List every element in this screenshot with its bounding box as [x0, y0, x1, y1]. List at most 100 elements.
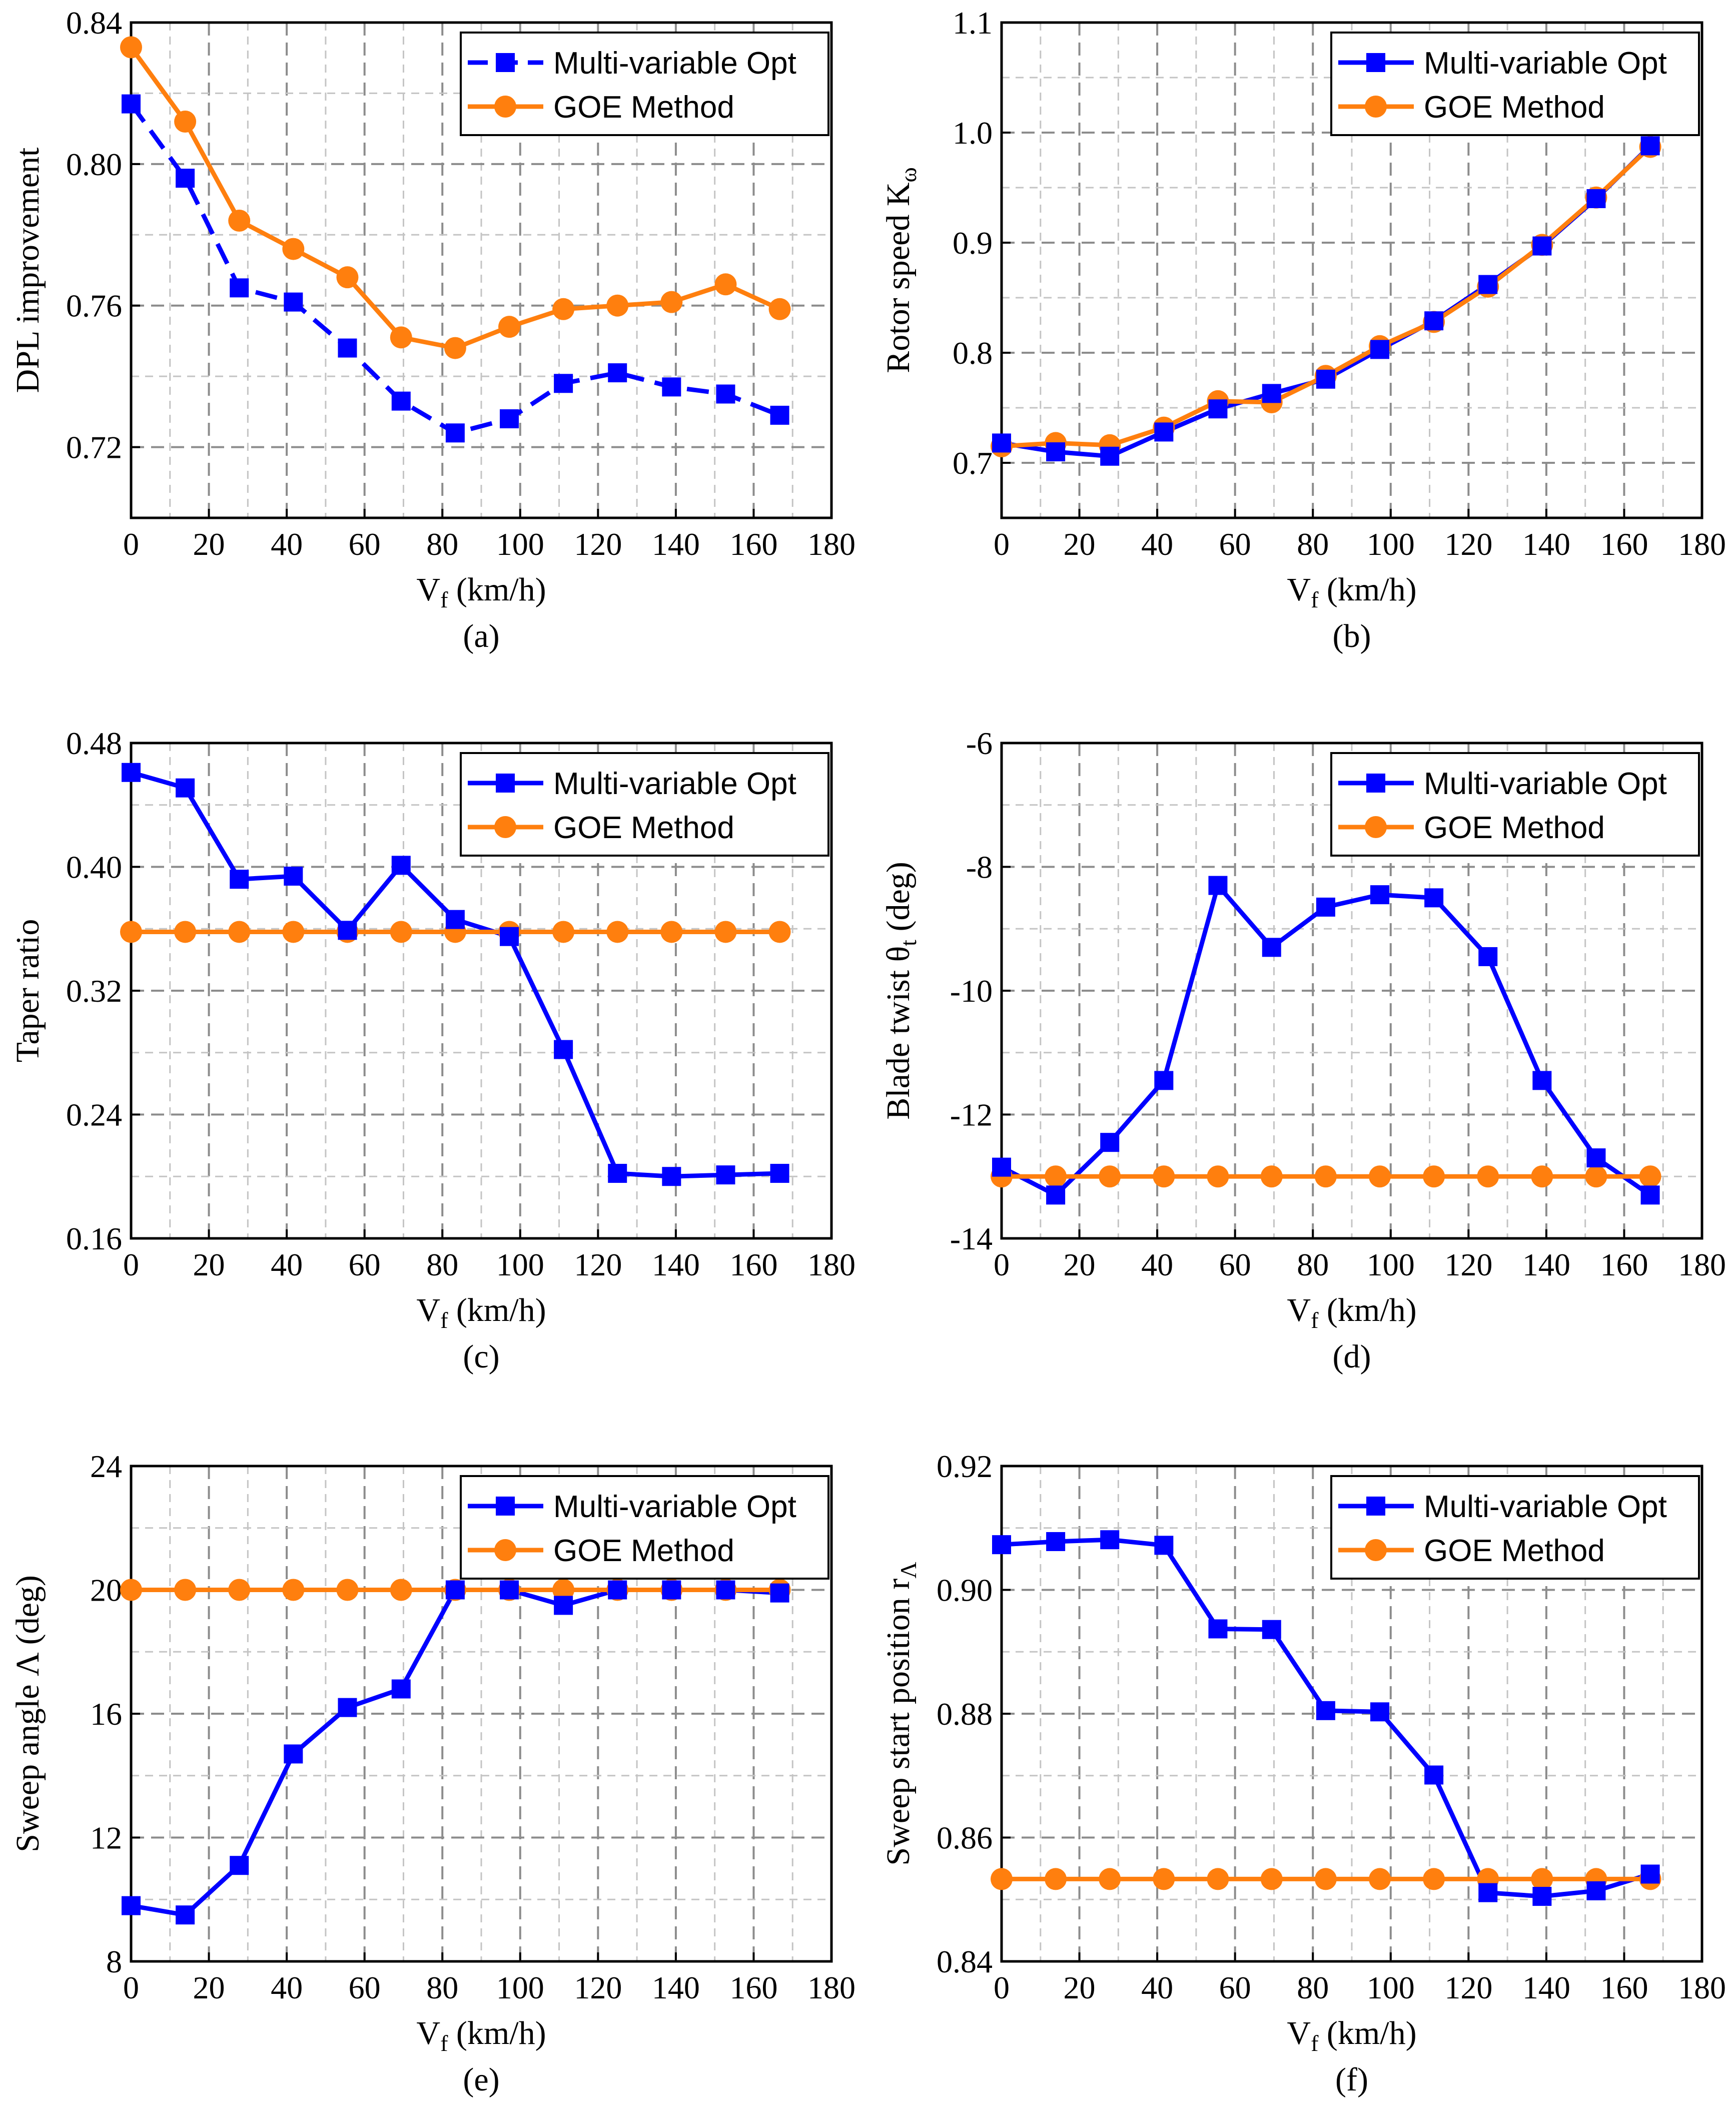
data-point-goe-method	[1477, 1165, 1499, 1188]
plot-frame	[130, 21, 833, 519]
y-axis-title-main: DPL improvement	[10, 148, 46, 393]
y-tick-label: 16	[90, 1696, 122, 1732]
x-tick-label: 120	[574, 1970, 622, 2005]
data-point-multi-variable-opt	[176, 169, 195, 188]
y-tick-label: 0.32	[66, 973, 122, 1009]
x-tick-label: 100	[496, 1247, 544, 1282]
x-axis-title-unit: (km/h)	[448, 1292, 546, 1328]
data-point-multi-variable-opt	[770, 1164, 789, 1183]
data-point-multi-variable-opt	[1478, 275, 1498, 294]
legend-marker-square	[496, 774, 515, 793]
data-point-goe-method	[282, 921, 305, 943]
data-point-multi-variable-opt	[1154, 422, 1174, 442]
x-tick-label: 120	[574, 526, 622, 562]
data-point-multi-variable-opt	[1532, 1887, 1552, 1906]
y-axis-title-unit: (deg)	[880, 862, 917, 940]
data-point-goe-method	[768, 921, 791, 943]
y-tick-label: 0.80	[66, 147, 122, 182]
data-point-goe-method	[174, 921, 197, 943]
data-point-goe-method	[1260, 1165, 1283, 1188]
x-tick-label: 60	[1219, 526, 1251, 562]
chart-panel-f: 0 20 40 60 80 100 120 140 160 180 0.84 0.86 0.88 0.90…	[880, 1449, 1726, 2098]
x-tick-label: 0	[994, 1247, 1010, 1282]
y-tick-label: 0.84	[66, 5, 122, 41]
data-point-goe-method	[606, 294, 629, 317]
data-point-multi-variable-opt	[1262, 938, 1281, 957]
x-tick-label: 180	[807, 1970, 855, 2005]
y-axis-title-main: Sweep angle Λ (deg)	[10, 1575, 46, 1852]
x-axis-title-sub: f	[440, 587, 448, 612]
data-point-multi-variable-opt	[1532, 236, 1552, 256]
y-tick-label: 0.92	[937, 1449, 993, 1484]
legend-box	[1330, 752, 1700, 857]
y-tick-label: 20	[90, 1573, 122, 1608]
data-point-goe-method	[228, 921, 251, 943]
y-tick-label: 0.84	[937, 1944, 993, 1979]
x-tick-label: 20	[193, 1247, 225, 1282]
data-point-multi-variable-opt	[1478, 1883, 1498, 1902]
data-point-multi-variable-opt	[1370, 340, 1389, 359]
x-axis-title-sub: f	[1311, 2030, 1319, 2056]
legend-box	[460, 1475, 829, 1580]
data-point-multi-variable-opt	[122, 1896, 141, 1915]
data-point-multi-variable-opt	[1046, 1185, 1066, 1205]
x-tick-label: 40	[1141, 1247, 1173, 1282]
data-point-goe-method	[1153, 1165, 1175, 1188]
x-axis-title-unit: (km/h)	[1318, 571, 1416, 608]
data-point-multi-variable-opt	[230, 870, 249, 889]
y-tick-label: 0.72	[66, 430, 122, 465]
legend-label: Multi-variable Opt	[1424, 46, 1667, 81]
x-tick-label: 40	[271, 1247, 303, 1282]
legend-label: GOE Method	[1424, 1534, 1605, 1568]
y-tick-label: -14	[950, 1221, 993, 1256]
data-point-multi-variable-opt	[1316, 369, 1335, 389]
legend-marker-circle	[1365, 96, 1387, 118]
data-point-multi-variable-opt	[1316, 1701, 1335, 1720]
data-point-multi-variable-opt	[1154, 1071, 1174, 1090]
legend-label: Multi-variable Opt	[553, 1490, 796, 1524]
y-tick-label: 0.24	[66, 1097, 122, 1133]
data-point-multi-variable-opt	[608, 1580, 627, 1600]
y-axis-title: Sweep start position rΛ	[880, 1562, 921, 1865]
legend-label: Multi-variable Opt	[1424, 1490, 1667, 1524]
series-line-multi-variable-opt	[131, 1588, 780, 1917]
data-point-goe-method	[282, 1579, 305, 1601]
data-point-multi-variable-opt	[1478, 947, 1498, 966]
chart-panel-b: 0 20 40 60 80 100 120 140 160 180 0.7 0.8 0.9 1.0 1.1 V…	[880, 5, 1726, 654]
legend-marker-square	[496, 53, 515, 72]
x-tick-label: 20	[1064, 526, 1096, 562]
x-tick-label: 0	[994, 526, 1010, 562]
data-point-multi-variable-opt	[445, 1580, 465, 1600]
x-axis-title-main: V	[1287, 571, 1311, 608]
data-point-goe-method	[174, 1579, 197, 1601]
series-line-multi-variable-opt	[1001, 144, 1652, 459]
legend-box	[1330, 1475, 1700, 1580]
data-point-multi-variable-opt	[1208, 399, 1228, 419]
y-axis-title: Sweep angle Λ (deg)	[10, 1575, 46, 1852]
data-point-goe-method	[1639, 1165, 1661, 1188]
y-axis-title-main: Sweep start position r	[880, 1579, 917, 1866]
chart-panel-c: 0 20 40 60 80 100 120 140 160 180 0.16 0.24 0.32 0.40…	[10, 726, 855, 1375]
data-point-goe-method	[1423, 1165, 1445, 1188]
data-point-multi-variable-opt	[284, 292, 303, 312]
legend-label: GOE Method	[1424, 811, 1605, 845]
data-point-goe-method	[714, 921, 737, 943]
legend-label: GOE Method	[553, 90, 734, 125]
data-point-multi-variable-opt	[770, 405, 789, 425]
legend-box	[1330, 32, 1700, 136]
x-tick-label: 160	[1600, 1970, 1648, 2005]
x-tick-label: 140	[1522, 1970, 1570, 2005]
panel-label: (e)	[463, 2061, 499, 2098]
data-point-goe-method	[120, 1579, 142, 1601]
data-point-multi-variable-opt	[1586, 1148, 1606, 1168]
x-tick-label: 100	[496, 1970, 544, 2005]
data-point-multi-variable-opt	[1316, 897, 1335, 917]
x-axis-title-unit: (km/h)	[448, 571, 546, 608]
y-tick-label: 0.9	[953, 225, 993, 261]
data-point-multi-variable-opt	[1262, 1620, 1281, 1639]
legend-marker-circle	[494, 816, 516, 838]
x-axis-title-unit: (km/h)	[1318, 2015, 1416, 2051]
x-tick-label: 40	[271, 526, 303, 562]
data-point-goe-method	[552, 1579, 575, 1601]
